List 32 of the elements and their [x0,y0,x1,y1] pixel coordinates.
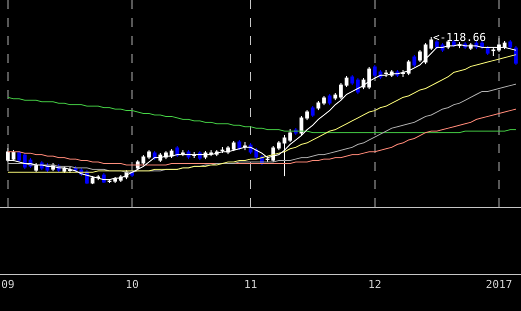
candlestick [350,74,354,86]
annotation: <-118.66 [433,31,486,44]
candlestick [491,46,496,57]
candlestick [356,78,360,95]
candlestick [322,96,326,106]
x-tick-label: 2017 [486,278,512,292]
candlestick [362,78,366,90]
candlestick [429,36,434,50]
candlestick [328,94,332,106]
candlestick [237,140,242,151]
candlestick [372,64,377,78]
candlestick [412,54,416,68]
candlestick [333,92,338,101]
candlestick [288,128,292,143]
x-tick-label: 11 [244,278,258,292]
x-tick-label: 12 [368,278,382,292]
candlestick [384,69,388,78]
candlestick [401,69,405,78]
candlestick [266,156,270,163]
candlestick [508,39,512,50]
candlestick [276,140,281,151]
candlestick [514,46,518,66]
candlestick [232,140,236,152]
candlestick [243,142,247,151]
x-tick-label: 09 [1,278,15,292]
candlestick [282,134,286,177]
candlestick [17,150,22,163]
x-tick-label: 10 [125,278,139,292]
candlestick [310,106,315,118]
candlestick [34,162,38,173]
candlestick [181,150,185,157]
candlestick [316,100,320,111]
